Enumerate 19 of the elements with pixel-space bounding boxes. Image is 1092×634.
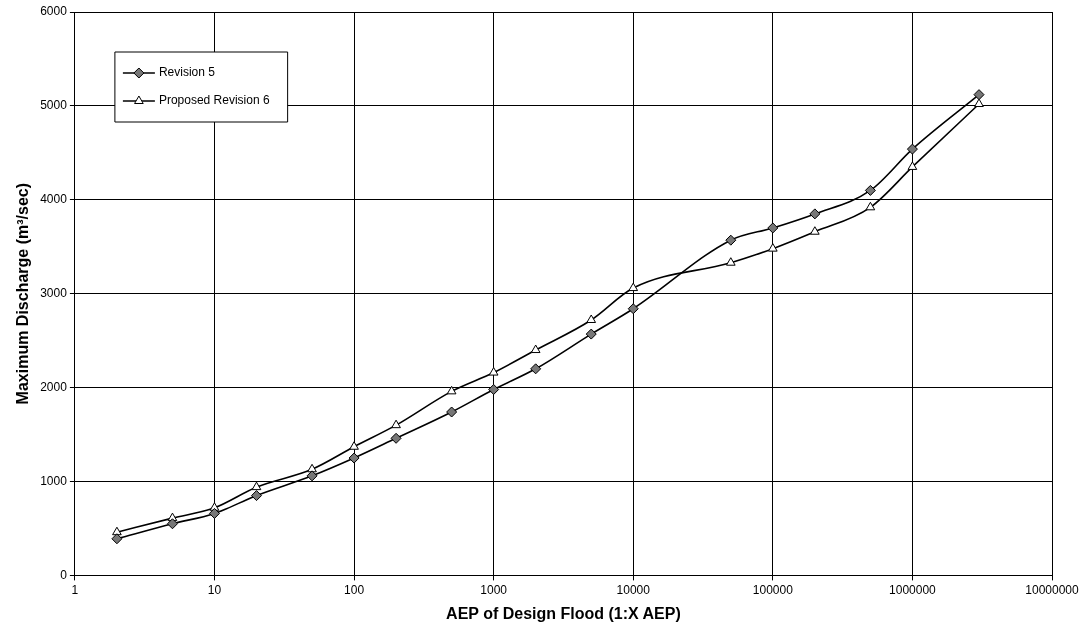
x-tick-label: 10000000: [1025, 582, 1080, 597]
x-tick-label: 1000: [480, 582, 508, 597]
x-axis-title: AEP of Design Flood (1:X AEP): [446, 604, 681, 622]
x-tick-label: 10: [207, 582, 222, 597]
y-tick-label: 2000: [40, 379, 68, 394]
x-tick-label: 10000: [616, 582, 651, 597]
y-tick-label: 5000: [40, 98, 68, 113]
x-tick-label: 100000: [752, 582, 794, 597]
y-axis-title: Maximum Discharge (m³/sec): [14, 183, 32, 405]
x-tick-label: 1: [71, 582, 79, 597]
y-tick-label: 6000: [40, 4, 68, 19]
x-tick-label: 1000000: [889, 582, 937, 597]
y-tick-label: 3000: [40, 286, 68, 301]
y-tick-label: 1000: [40, 473, 68, 488]
legend-label: Proposed Revision 6: [158, 93, 270, 108]
y-tick-label: 4000: [40, 192, 68, 207]
legend-label: Revision 5: [158, 65, 216, 80]
y-tick-label: 0: [60, 567, 68, 582]
x-tick-label: 100: [344, 582, 365, 597]
